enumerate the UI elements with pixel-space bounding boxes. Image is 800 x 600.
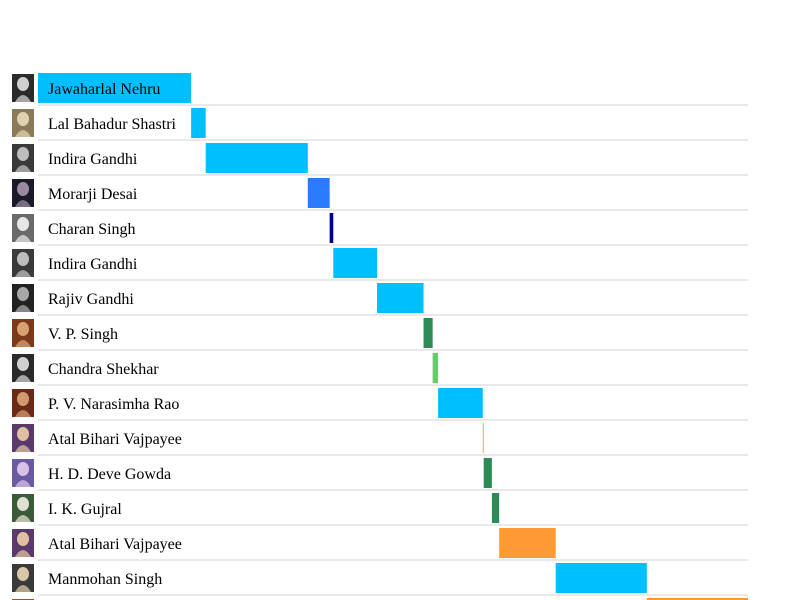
timeline-rows: Jawaharlal Nehru Lal Bahadur Shastri Indir… [12,73,748,600]
portrait-shoulders [15,410,31,417]
timeline-row: P. V. Narasimha Rao [12,388,748,421]
timeline-row: Lal Bahadur Shastri [12,108,748,141]
portrait-vajpayee-icon [12,529,34,557]
portrait-face [17,182,29,196]
portrait-indira-icon [12,144,34,172]
portrait-rao-icon [12,389,34,417]
tenure-bar [329,213,334,243]
portrait-face [17,392,29,406]
timeline-row: Rajiv Gandhi [12,283,748,316]
portrait-shoulders [15,480,31,487]
tenure-bar [377,283,424,313]
portrait-shoulders [15,270,31,277]
row-label: Indira Gandhi [48,151,138,168]
row-label: Charan Singh [48,221,136,238]
tenure-bar [438,388,483,418]
tenure-bar [555,563,647,593]
portrait-face [17,252,29,266]
portrait-indira-icon [12,249,34,277]
portrait-face [17,497,29,511]
row-label: Atal Bihari Vajpayee [48,431,182,448]
row-label: I. K. Gujral [48,501,122,518]
timeline-row: Charan Singh [12,213,748,246]
portrait-shoulders [15,375,31,382]
portrait-vpsingh-icon [12,319,34,347]
portrait-vajpayee-icon [12,424,34,452]
tenure-bar [432,353,439,383]
tenure-bar [38,73,192,103]
timeline-row: Morarji Desai [12,178,748,211]
tenure-bar [205,143,308,173]
row-label: H. D. Deve Gowda [48,466,171,483]
row-label: Indira Gandhi [48,256,138,273]
portrait-face [17,427,29,441]
portrait-shoulders [15,515,31,522]
portrait-shoulders [15,165,31,172]
portrait-face [17,147,29,161]
portrait-shoulders [15,585,31,592]
portrait-shoulders [15,445,31,452]
row-label: V. P. Singh [48,326,118,343]
timeline-row: V. P. Singh [12,318,748,351]
row-label: Morarji Desai [48,186,138,203]
timeline-row: Indira Gandhi [12,143,748,176]
portrait-shoulders [15,130,31,137]
portrait-desai-icon [12,179,34,207]
tenure-bar [482,423,484,453]
timeline-row: Atal Bihari Vajpayee [12,528,748,561]
row-label: Rajiv Gandhi [48,291,134,308]
portrait-shoulders [15,235,31,242]
portrait-shoulders [15,305,31,312]
portrait-face [17,462,29,476]
timeline-row: Manmohan Singh [12,563,748,596]
row-label: Atal Bihari Vajpayee [48,536,182,553]
portrait-manmohan-icon [12,564,34,592]
portrait-gujral-icon [12,494,34,522]
portrait-shoulders [15,340,31,347]
portrait-chandra-icon [12,354,34,382]
portrait-charan-icon [12,214,34,242]
timeline-row: Jawaharlal Nehru [12,73,748,106]
row-label: Jawaharlal Nehru [48,81,160,98]
timeline-row: Chandra Shekhar [12,353,748,386]
portrait-nehru-icon [12,74,34,102]
timeline-row: H. D. Deve Gowda [12,458,748,491]
row-label: Lal Bahadur Shastri [48,116,177,133]
tenure-bar [483,458,492,488]
portrait-face [17,322,29,336]
tenure-bar [333,248,378,278]
timeline-row: I. K. Gujral [12,493,748,526]
row-label: Chandra Shekhar [48,361,159,378]
portrait-face [17,217,29,231]
portrait-shoulders [15,550,31,557]
portrait-face [17,77,29,91]
portrait-shoulders [15,200,31,207]
timeline-row: Atal Bihari Vajpayee [12,423,748,456]
portrait-shoulders [15,95,31,102]
tenure-bar [423,318,433,348]
portrait-face [17,567,29,581]
tenure-bar [646,598,748,600]
row-label: P. V. Narasimha Rao [48,396,179,413]
tenure-bar [491,493,500,523]
portrait-face [17,287,29,301]
timeline-row: Indira Gandhi [12,248,748,281]
portrait-gowda-icon [12,459,34,487]
portrait-face [17,112,29,126]
row-label: Manmohan Singh [48,571,162,588]
tenure-bar [191,108,206,138]
portrait-shastri-icon [12,109,34,137]
portrait-face [17,357,29,371]
tenure-bar [499,528,556,558]
tenure-bar [307,178,330,208]
portrait-face [17,532,29,546]
portrait-rajiv-icon [12,284,34,312]
